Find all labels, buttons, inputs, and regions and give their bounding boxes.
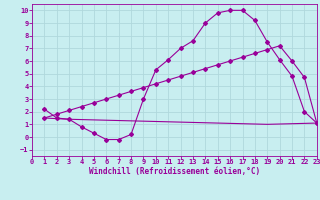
X-axis label: Windchill (Refroidissement éolien,°C): Windchill (Refroidissement éolien,°C) (89, 167, 260, 176)
